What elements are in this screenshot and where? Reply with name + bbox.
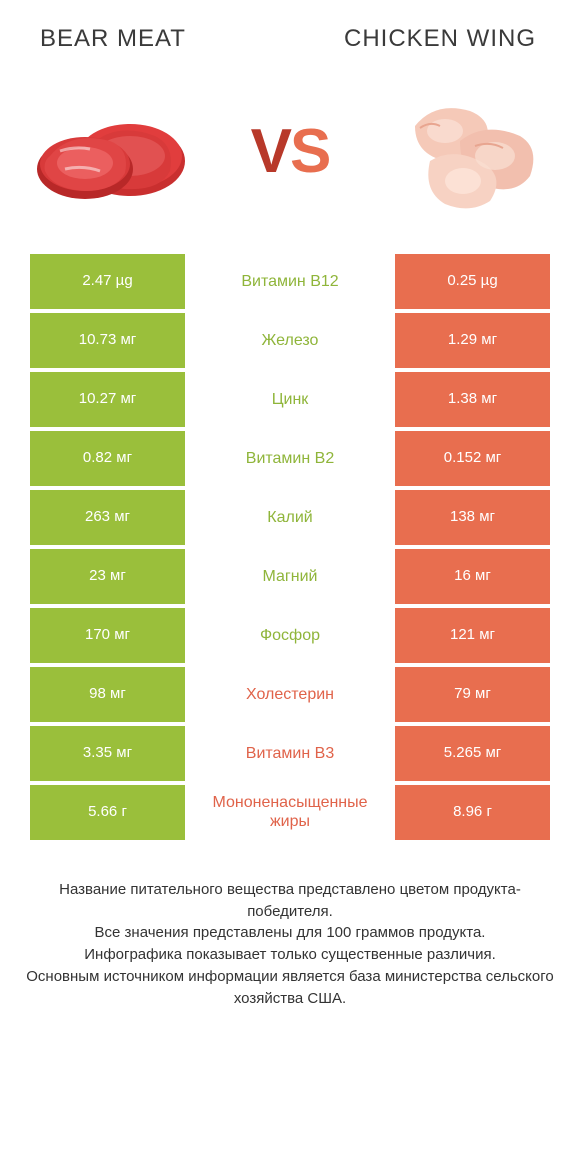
value-right: 1.38 мг [395, 372, 550, 427]
value-left: 170 мг [30, 608, 185, 663]
footer-notes: Название питательного вещества представл… [0, 844, 580, 1030]
nutrition-row: 0.82 мгВитамин B20.152 мг [30, 431, 550, 486]
nutrition-row: 23 мгМагний16 мг [30, 549, 550, 604]
nutrient-label: Витамин B2 [185, 431, 395, 486]
value-left: 263 мг [30, 490, 185, 545]
value-right: 79 мг [395, 667, 550, 722]
nutrition-row: 10.27 мгЦинк1.38 мг [30, 372, 550, 427]
value-left: 10.73 мг [30, 313, 185, 368]
value-right: 138 мг [395, 490, 550, 545]
footer-line: Название питательного вещества представл… [25, 879, 555, 923]
value-right: 8.96 г [395, 785, 550, 840]
chicken-wing-image [380, 81, 550, 221]
vs-v: V [251, 116, 290, 187]
nutrition-row: 3.35 мгВитамин B35.265 мг [30, 726, 550, 781]
nutrient-label: Мононенасыщенные жиры [185, 785, 395, 840]
nutrition-row: 263 мгКалий138 мг [30, 490, 550, 545]
value-left: 23 мг [30, 549, 185, 604]
nutrition-row: 98 мгХолестерин79 мг [30, 667, 550, 722]
nutrition-row: 170 мгФосфор121 мг [30, 608, 550, 663]
value-left: 3.35 мг [30, 726, 185, 781]
nutrient-label: Калий [185, 490, 395, 545]
value-left: 98 мг [30, 667, 185, 722]
nutrition-row: 2.47 µgВитамин B120.25 µg [30, 254, 550, 309]
value-left: 0.82 мг [30, 431, 185, 486]
nutrient-label: Магний [185, 549, 395, 604]
nutrient-label: Витамин B3 [185, 726, 395, 781]
nutrient-label: Фосфор [185, 608, 395, 663]
bear-meat-image [30, 81, 200, 221]
footer-line: Основным источником информации является … [25, 966, 555, 1010]
nutrition-row: 10.73 мгЖелезо1.29 мг [30, 313, 550, 368]
vs-label: VS [251, 116, 330, 187]
title-right: CHICKEN WING [340, 25, 540, 54]
nutrition-table: 2.47 µgВитамин B120.25 µg10.73 мгЖелезо1… [0, 254, 580, 840]
value-right: 1.29 мг [395, 313, 550, 368]
value-left: 10.27 мг [30, 372, 185, 427]
nutrition-row: 5.66 гМононенасыщенные жиры8.96 г [30, 785, 550, 840]
nutrient-label: Железо [185, 313, 395, 368]
nutrient-label: Цинк [185, 372, 395, 427]
value-left: 5.66 г [30, 785, 185, 840]
header: BEAR MEAT CHICKEN WING [0, 0, 580, 64]
nutrient-label: Холестерин [185, 667, 395, 722]
title-left: BEAR MEAT [40, 25, 240, 54]
hero-row: VS [0, 64, 580, 254]
nutrient-label: Витамин B12 [185, 254, 395, 309]
value-left: 2.47 µg [30, 254, 185, 309]
value-right: 5.265 мг [395, 726, 550, 781]
footer-line: Все значения представлены для 100 граммо… [25, 922, 555, 944]
value-right: 121 мг [395, 608, 550, 663]
vs-s: S [290, 116, 329, 187]
value-right: 0.152 мг [395, 431, 550, 486]
footer-line: Инфографика показывает только существенн… [25, 944, 555, 966]
value-right: 16 мг [395, 549, 550, 604]
value-right: 0.25 µg [395, 254, 550, 309]
